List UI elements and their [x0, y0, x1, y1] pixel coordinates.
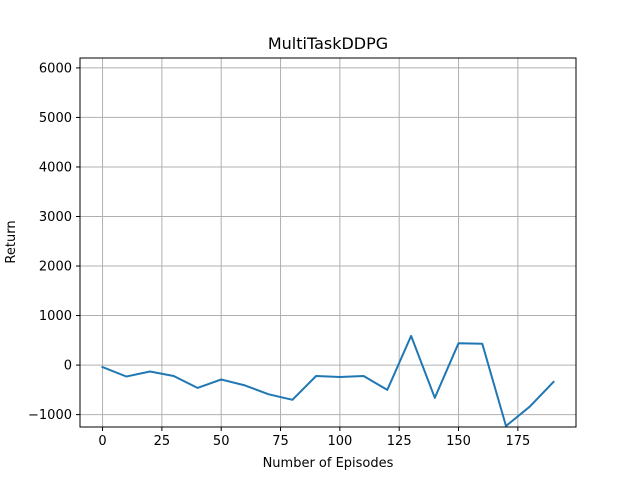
y-tick-label: 1000: [39, 309, 72, 324]
ticks: 0 25 50 75 100 125 150 175 −1000 0 1000 2000 3000 400…: [28, 61, 530, 449]
chart-title: MultiTaskDDPG: [268, 34, 388, 53]
y-tick-label: 4000: [39, 160, 72, 175]
y-tick-label: −1000: [28, 408, 72, 423]
grid: [80, 58, 576, 427]
x-tick-label: 150: [446, 434, 471, 449]
x-tick-label: 50: [213, 434, 230, 449]
plot-frame: [79, 57, 577, 428]
y-tick-label: 2000: [39, 260, 72, 275]
y-axis-label: Return: [4, 220, 19, 263]
y-tick-label: 6000: [39, 61, 72, 76]
x-tick-label: 175: [505, 434, 530, 449]
series-line: [101, 334, 555, 427]
series-layer: [101, 334, 555, 427]
y-tick-label: 3000: [39, 210, 72, 225]
y-tick-label: 0: [64, 359, 72, 374]
x-tick-label: 75: [272, 434, 289, 449]
x-tick-label: 25: [154, 434, 171, 449]
y-tick-label: 5000: [39, 111, 72, 126]
x-tick-label: 100: [327, 434, 352, 449]
x-axis-label: Number of Episodes: [263, 456, 394, 471]
x-tick-label: 0: [98, 434, 106, 449]
x-tick-label: 125: [387, 434, 412, 449]
